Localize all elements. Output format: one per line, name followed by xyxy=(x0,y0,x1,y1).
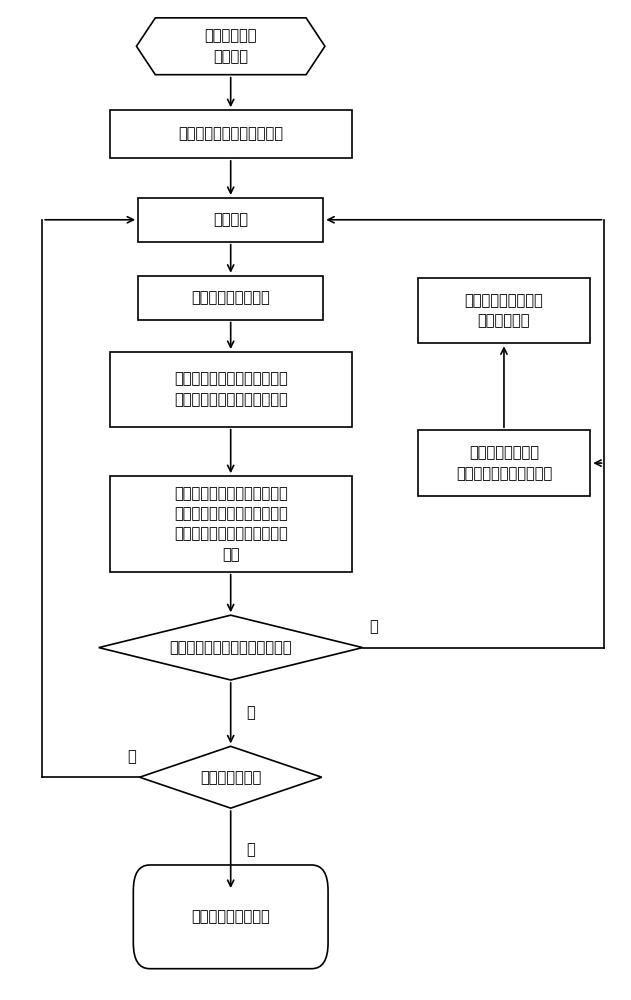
Text: 图像采集装置采集该层成型的
图像信息，同时传输到工控机: 图像采集装置采集该层成型的 图像信息，同时传输到工控机 xyxy=(174,372,288,407)
FancyBboxPatch shape xyxy=(418,278,591,343)
Text: 设置图像采集装置进行标定: 设置图像采集装置进行标定 xyxy=(178,127,283,142)
Polygon shape xyxy=(139,746,322,808)
Text: 是: 是 xyxy=(246,842,255,857)
Text: 由工控机设置的图像信息处理
程序得到的实际数据与该层设
计模型切片层的理论数据进行
比较: 由工控机设置的图像信息处理 程序得到的实际数据与该层设 计模型切片层的理论数据进… xyxy=(174,486,288,562)
FancyBboxPatch shape xyxy=(110,476,351,572)
FancyBboxPatch shape xyxy=(138,198,323,242)
Text: 零件完成，结束工作: 零件完成，结束工作 xyxy=(191,909,270,924)
Text: 刮刀铺粉: 刮刀铺粉 xyxy=(213,212,248,227)
FancyBboxPatch shape xyxy=(418,430,591,496)
Text: 否: 否 xyxy=(369,620,377,635)
Text: 所有层打印完成: 所有层打印完成 xyxy=(200,770,261,785)
Text: 设备开始工作
打印就绪: 设备开始工作 打印就绪 xyxy=(204,29,257,64)
FancyBboxPatch shape xyxy=(138,276,323,320)
FancyBboxPatch shape xyxy=(133,865,328,969)
Text: 计算误差大小是否在允许范围内: 计算误差大小是否在允许范围内 xyxy=(170,640,292,655)
FancyBboxPatch shape xyxy=(110,352,351,427)
Polygon shape xyxy=(136,18,325,75)
Text: 是: 是 xyxy=(246,706,255,721)
Text: 选区激光熔化装置
发出警告，暂停当前工作: 选区激光熔化装置 发出警告，暂停当前工作 xyxy=(456,445,552,481)
FancyBboxPatch shape xyxy=(110,110,351,158)
Text: 否: 否 xyxy=(127,749,136,764)
Polygon shape xyxy=(99,615,363,680)
Text: 操作人员现场纠正，
异常处理完毕: 操作人员现场纠正， 异常处理完毕 xyxy=(464,293,543,328)
Text: 激光扫描成型当前层: 激光扫描成型当前层 xyxy=(191,290,270,305)
